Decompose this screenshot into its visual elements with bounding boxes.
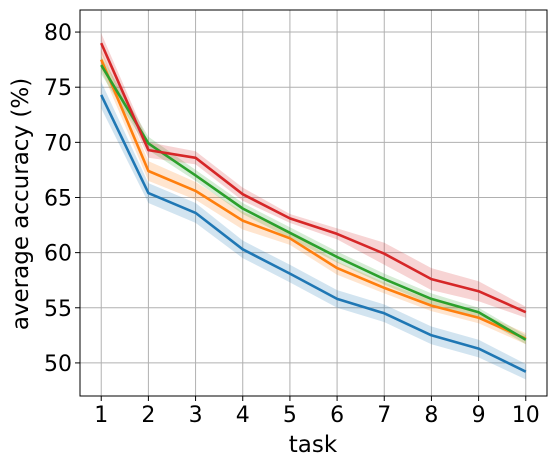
series-3-line xyxy=(100,64,527,341)
x-tick-label: 1 xyxy=(94,403,108,428)
x-tick-label: 10 xyxy=(512,403,540,428)
x-tick-label: 2 xyxy=(141,403,155,428)
y-tick-label: 65 xyxy=(44,186,72,211)
y-tick-label: 55 xyxy=(44,297,72,322)
x-tick-label: 9 xyxy=(472,403,486,428)
series-lines xyxy=(100,42,527,373)
x-tick-label: 8 xyxy=(424,403,438,428)
x-tick-label: 6 xyxy=(330,403,344,428)
y-axis-label: average accuracy (%) xyxy=(8,78,34,330)
x-axis-ticks: 1 2 3 4 5 6 7 8 9 10 xyxy=(94,396,540,428)
series-4-band xyxy=(101,33,526,318)
y-axis-ticks: 50 55 60 65 70 75 80 xyxy=(44,21,80,377)
y-tick-label: 75 xyxy=(44,76,72,101)
x-tick-label: 7 xyxy=(377,403,391,428)
series-4-line xyxy=(100,42,527,314)
series-2-line xyxy=(100,59,527,340)
y-tick-label: 70 xyxy=(44,131,72,156)
series-1-line xyxy=(100,94,527,373)
x-tick-label: 4 xyxy=(236,403,250,428)
uncertainty-bands xyxy=(101,33,526,380)
x-axis-label: task xyxy=(289,432,338,458)
y-tick-label: 50 xyxy=(44,352,72,377)
y-tick-label: 80 xyxy=(44,21,72,46)
plot-frame xyxy=(79,9,548,397)
x-tick-label: 3 xyxy=(189,403,203,428)
y-tick-label: 60 xyxy=(44,242,72,267)
x-tick-label: 5 xyxy=(283,403,297,428)
